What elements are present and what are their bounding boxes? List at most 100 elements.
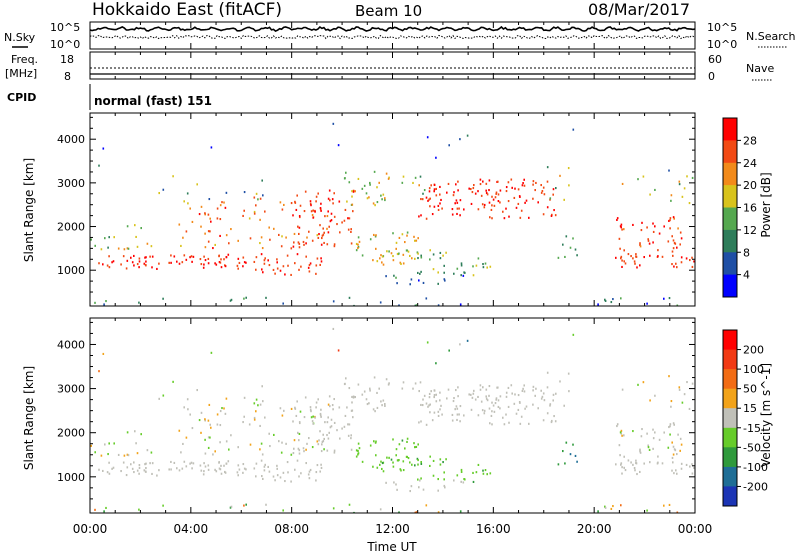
power-cell <box>421 198 424 201</box>
power-cell <box>410 278 413 281</box>
power-cell <box>542 186 545 189</box>
velocity-cell <box>439 399 441 402</box>
velocity-cell <box>672 453 675 456</box>
power-cell <box>319 263 321 266</box>
velocity-cell <box>105 506 107 509</box>
power-cell <box>669 227 671 230</box>
velocity-cell <box>279 476 282 479</box>
power-cell <box>520 209 523 212</box>
power-cell <box>552 193 554 196</box>
velocity-cell <box>255 410 257 413</box>
velocity-cell <box>420 477 422 480</box>
velocity-cell <box>483 409 486 412</box>
power-cell <box>183 254 186 257</box>
power-cell <box>269 238 271 241</box>
velocity-cell <box>225 462 228 465</box>
velocity-cell <box>317 398 319 401</box>
velocity-cell <box>488 394 490 397</box>
power-cell <box>170 261 172 264</box>
power-cell <box>298 232 300 235</box>
power-cell <box>444 279 446 282</box>
velocity-cell <box>406 437 409 440</box>
power-cell <box>281 235 283 238</box>
power-cell <box>523 178 525 181</box>
velocity-cell <box>459 510 462 513</box>
velocity-cell <box>532 389 534 392</box>
power-cell <box>621 228 623 231</box>
power-cell <box>680 261 683 264</box>
velocity-cell <box>382 399 385 402</box>
velocity-cell <box>646 432 648 435</box>
noise-sky-line <box>89 25 696 33</box>
power-cell <box>466 134 469 137</box>
power-cell <box>435 194 438 197</box>
velocity-cell <box>637 383 639 386</box>
power-cell <box>346 200 348 203</box>
colorbar-swatch <box>723 207 737 231</box>
velocity-cell <box>156 474 158 477</box>
velocity-cell <box>331 404 334 407</box>
power-cell <box>308 264 311 267</box>
velocity-cell <box>497 405 500 408</box>
power-cell <box>479 183 482 186</box>
power-cell <box>255 192 258 195</box>
velocity-cell <box>185 465 188 468</box>
velocity-cell <box>633 467 636 470</box>
velocity-cell <box>414 464 416 467</box>
power-cell <box>420 214 422 217</box>
velocity-cell <box>688 407 691 410</box>
freq-label: Freq. <box>11 53 38 66</box>
velocity-cell <box>420 403 422 406</box>
power-cell <box>319 208 322 211</box>
velocity-cell <box>419 479 421 482</box>
velocity-cell <box>322 433 324 436</box>
velocity-cell <box>472 480 475 483</box>
velocity-cell <box>388 382 390 385</box>
colorbar-tick-label: 50 <box>743 383 757 396</box>
power-cell <box>452 194 455 197</box>
velocity-cell <box>620 504 622 507</box>
velocity-cell <box>366 403 369 406</box>
power-cell <box>518 195 521 198</box>
power-cell <box>379 257 381 260</box>
velocity-cell <box>546 412 549 415</box>
velocity-cell <box>507 386 510 389</box>
power-cell <box>204 213 206 216</box>
power-cell <box>372 259 374 262</box>
nsearch-label: N.Search <box>746 30 796 43</box>
power-cell <box>429 197 431 200</box>
power-cell <box>517 202 520 205</box>
power-cell <box>324 215 326 218</box>
power-cell <box>535 181 537 184</box>
power-cell <box>392 255 394 258</box>
velocity-cell <box>412 387 414 390</box>
power-cell <box>191 220 194 223</box>
velocity-cell <box>200 469 203 472</box>
velocity-cell <box>418 390 420 393</box>
power-cell <box>172 175 174 178</box>
velocity-cell <box>390 458 393 461</box>
velocity-cell <box>245 503 247 506</box>
velocity-cell <box>150 451 153 454</box>
velocity-cell <box>439 463 442 466</box>
velocity-cell <box>264 463 266 466</box>
power-cell <box>457 180 459 183</box>
power-cell <box>400 262 402 265</box>
power-cell <box>559 174 561 177</box>
power-cell <box>135 235 137 238</box>
power-cell <box>502 210 504 213</box>
velocity-cell <box>616 423 619 426</box>
velocity-cell <box>135 442 137 445</box>
power-cell <box>369 181 371 184</box>
velocity-cell <box>385 378 388 381</box>
power-cell <box>320 202 322 205</box>
power-cell <box>315 200 317 203</box>
power-cell <box>661 255 664 258</box>
velocity-cell <box>230 505 233 508</box>
velocity-cell <box>131 467 134 470</box>
power-cell <box>525 199 528 202</box>
velocity-cell <box>347 423 349 426</box>
power-cell <box>549 197 552 200</box>
power-cell <box>455 199 458 202</box>
velocity-cell <box>654 394 656 397</box>
